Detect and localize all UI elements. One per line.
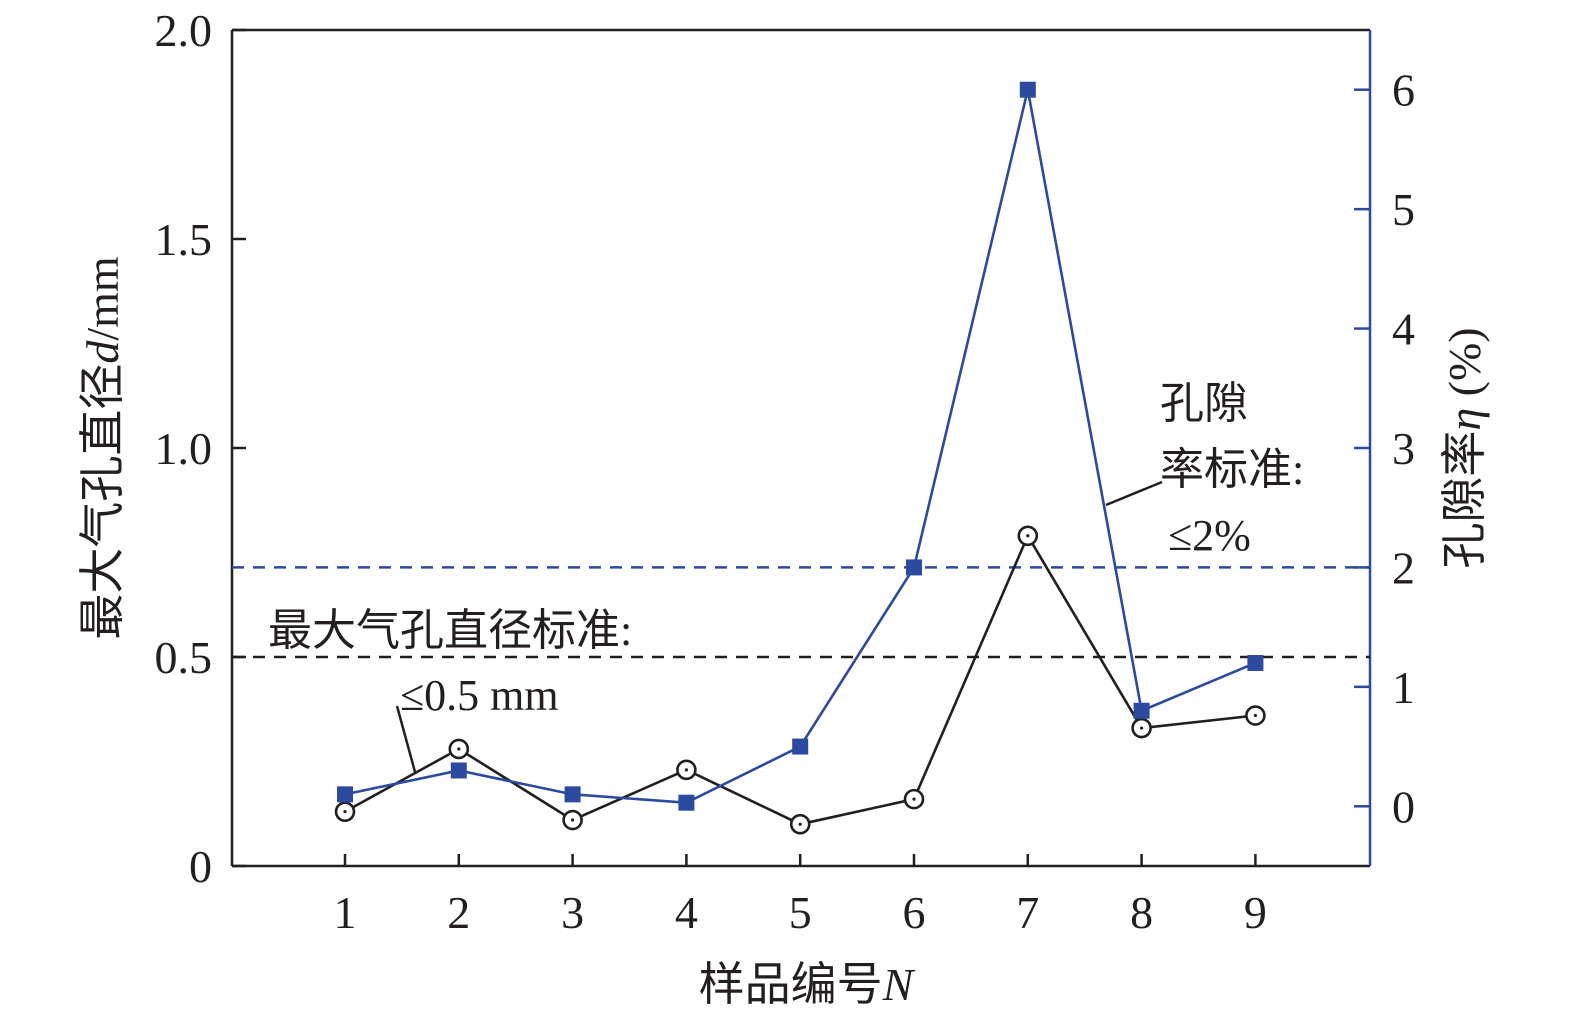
x-tick-label: 4	[675, 887, 698, 938]
y-right-tick-label: 1	[1392, 662, 1415, 713]
y-right-axis-title-main: 孔隙率	[1439, 431, 1490, 569]
diameter-point-center	[571, 818, 575, 822]
y-left-axis-title: 最大气孔直径d/mm	[77, 256, 128, 640]
y-right-tick-label: 0	[1392, 781, 1415, 832]
y-left-tick-label: 0.5	[155, 632, 213, 683]
x-tick-label: 7	[1016, 887, 1039, 938]
x-tick-label: 2	[447, 887, 470, 938]
ticks: 1 2 3 4 5 6 7 8 9 0 0.5 1.0 1.5 2.0 0 1 2 3 4 5 6	[155, 5, 1416, 938]
y-right-tick-label: 2	[1392, 542, 1415, 593]
porosity-point	[792, 738, 809, 755]
y-right-tick-label: 4	[1392, 304, 1415, 355]
y-left-tick-label: 2.0	[155, 5, 213, 56]
porosity-point	[678, 794, 695, 811]
y-right-axis-title-var: η	[1439, 408, 1490, 431]
x-tick-label: 5	[789, 887, 812, 938]
porosity-point	[337, 786, 353, 803]
y-left-tick-label: 0	[189, 841, 212, 892]
porosity-point	[906, 559, 922, 576]
diameter-point-center	[798, 822, 802, 826]
porosity-point	[1133, 702, 1150, 719]
y-left-tick-label: 1.5	[155, 214, 213, 265]
diameter-point-center	[1253, 713, 1257, 718]
y-right-tick-label: 5	[1392, 184, 1415, 235]
x-tick-label: 9	[1244, 887, 1267, 938]
x-tick-label: 3	[561, 887, 584, 938]
diameter-point-center	[684, 768, 689, 772]
diameter-point-center	[343, 810, 347, 814]
y-right-axis-title: 孔隙率η (%)	[1439, 327, 1490, 568]
x-tick-label: 1	[334, 887, 357, 938]
y-right-tick-label: 3	[1392, 423, 1415, 474]
diameter-standard-line1: 最大气孔直径标准:	[268, 606, 632, 655]
diameter-point-center	[457, 747, 461, 751]
porosity-standard-line2: 率标准:	[1160, 445, 1304, 494]
reference-lines	[232, 566, 1370, 659]
porosity-point	[1247, 654, 1264, 671]
x-tick-label: 6	[903, 887, 926, 938]
y-right-axis-title-unit: (%)	[1439, 327, 1490, 407]
y-right-tick-label: 6	[1392, 65, 1415, 116]
diameter-standard-line2: ≤0.5 mm	[400, 671, 559, 720]
series-layer	[334, 81, 1266, 835]
diameter-standard-leader	[395, 705, 417, 773]
porosity-standard-line1: 孔隙	[1160, 379, 1248, 428]
porosity-standard-line3: ≤2%	[1168, 511, 1251, 560]
x-axis-title-main: 样品编号	[699, 959, 883, 1010]
x-axis-title-var: N	[882, 959, 916, 1010]
porosity-point	[450, 762, 467, 779]
x-axis-title: 样品编号N	[699, 959, 916, 1010]
y-left-axis-title-main: 最大气孔直径	[77, 364, 128, 640]
y-left-tick-label: 1.0	[155, 423, 213, 474]
x-tick-label: 8	[1130, 887, 1153, 938]
porosity-point	[564, 786, 581, 803]
diameter-point-center	[1026, 534, 1030, 538]
porosity-standard-leader	[1105, 480, 1163, 507]
porosity-point	[1019, 81, 1036, 98]
diameter-point-center	[912, 797, 916, 801]
y-left-axis-title-var: d	[77, 340, 128, 364]
y-left-axis-title-unit: /mm	[77, 256, 128, 341]
diameter-point-center	[1140, 726, 1144, 730]
